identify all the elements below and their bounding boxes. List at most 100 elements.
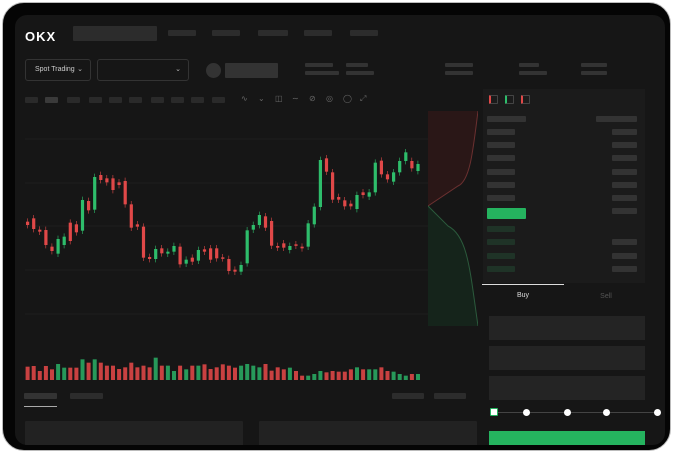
candle — [178, 246, 182, 265]
candle — [135, 224, 139, 227]
chevron-down-icon: ⌄ — [77, 66, 83, 73]
candle — [337, 197, 341, 200]
volume-bar — [348, 369, 353, 380]
candle — [172, 246, 176, 252]
orderbook-asks-icon[interactable] — [521, 95, 530, 104]
timeframe-button[interactable] — [171, 97, 184, 103]
leverage-slider[interactable] — [490, 408, 661, 416]
bottom-tab[interactable] — [70, 393, 103, 399]
volume-bar — [318, 371, 323, 380]
candle — [318, 160, 322, 207]
coin-icon — [206, 63, 221, 78]
ask-price — [487, 195, 515, 201]
bid-price — [487, 239, 515, 245]
orderbook-bids-icon[interactable] — [505, 95, 514, 104]
volume-bar — [306, 375, 311, 380]
bottom-tab-active[interactable] — [24, 393, 57, 399]
timeframe-button[interactable] — [25, 97, 38, 103]
volume-bar — [361, 369, 366, 380]
timeframe-button[interactable] — [191, 97, 204, 103]
candle — [68, 222, 72, 241]
market-stat — [305, 71, 339, 75]
slider-step[interactable] — [603, 409, 610, 416]
volume-bar — [147, 367, 152, 380]
candle — [404, 152, 408, 161]
market-stat — [581, 63, 607, 67]
ask-amount — [612, 142, 637, 148]
volume-bar — [403, 375, 408, 380]
volume-bar — [202, 364, 207, 380]
volume-bar — [123, 367, 128, 380]
candle — [239, 265, 243, 272]
candle — [38, 229, 42, 232]
volume-bar — [233, 367, 237, 380]
chevron-down-icon: ⌄ — [175, 66, 181, 73]
line-tool-icon[interactable]: ∼ — [292, 94, 299, 103]
volume-bar — [165, 365, 170, 380]
nav-item[interactable] — [212, 30, 240, 36]
bid-price — [487, 266, 515, 272]
nav-item[interactable] — [258, 30, 288, 36]
market-stat — [346, 63, 368, 67]
slider-step[interactable] — [564, 409, 571, 416]
market-stat — [305, 63, 333, 67]
nav-item[interactable] — [304, 30, 332, 36]
timeframe-button[interactable] — [45, 97, 58, 103]
orderbook-both-icon[interactable] — [489, 95, 498, 104]
okx-logo: OKX — [25, 29, 57, 44]
tab-buy[interactable]: Buy — [516, 292, 530, 299]
price-input[interactable] — [489, 316, 645, 340]
volume-bar — [275, 367, 280, 380]
timeframe-button[interactable] — [67, 97, 80, 103]
bottom-action[interactable] — [434, 393, 466, 399]
volume-bar — [153, 357, 158, 380]
volume-bar — [43, 366, 48, 380]
volume-bar — [159, 365, 164, 380]
indicator-icon[interactable]: ∿ — [241, 94, 248, 103]
volume-bar — [269, 370, 274, 380]
candle — [282, 243, 286, 248]
volume-bar — [80, 359, 85, 380]
ask-amount — [612, 182, 637, 188]
search-bar[interactable] — [73, 26, 157, 41]
ask-amount — [612, 195, 637, 201]
timeframe-button[interactable] — [109, 97, 122, 103]
chart-type-icon[interactable]: ⌄ — [258, 94, 265, 103]
market-type-dropdown[interactable]: Spot Trading ⌄ — [25, 59, 91, 81]
ask-price — [487, 155, 515, 161]
nav-item[interactable] — [168, 30, 196, 36]
magnet-icon[interactable]: ◎ — [326, 94, 333, 103]
candle — [32, 218, 36, 229]
volume-bar — [129, 362, 134, 380]
candle — [410, 161, 414, 169]
bid-amount — [612, 239, 637, 245]
settings-icon[interactable]: ◫ — [275, 94, 283, 103]
slider-handle[interactable] — [490, 408, 498, 416]
nav-item[interactable] — [350, 30, 378, 36]
bid-amount — [612, 266, 637, 272]
assets-panel — [259, 421, 477, 445]
candle — [74, 224, 78, 233]
fullscreen-icon[interactable]: ⤢ — [360, 94, 367, 103]
pair-dropdown[interactable]: ⌄ — [97, 59, 189, 81]
eye-icon[interactable]: ◯ — [343, 94, 352, 103]
total-input[interactable] — [489, 376, 645, 400]
slider-step[interactable] — [523, 409, 530, 416]
buy-button[interactable] — [489, 431, 645, 445]
volume-bar — [86, 362, 91, 380]
bottom-action[interactable] — [392, 393, 424, 399]
timeframe-button[interactable] — [89, 97, 102, 103]
amount-input[interactable] — [489, 346, 645, 370]
timeframe-button[interactable] — [212, 97, 225, 103]
volume-bar — [226, 365, 231, 380]
candle — [99, 175, 103, 180]
tab-sell[interactable]: Sell — [600, 293, 612, 300]
candlestick-chart[interactable] — [15, 111, 475, 381]
timeframe-button[interactable] — [129, 97, 142, 103]
bid-price — [487, 226, 515, 232]
candle — [257, 215, 261, 225]
slider-step[interactable] — [654, 409, 661, 416]
volume-bar — [50, 369, 54, 380]
draw-icon[interactable]: ⊘ — [309, 94, 316, 103]
timeframe-button[interactable] — [151, 97, 164, 103]
